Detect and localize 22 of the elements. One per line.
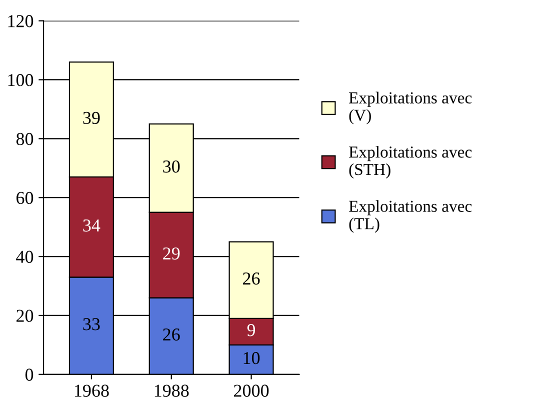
data-label: 9 [247, 324, 256, 336]
data-label: 30 [163, 160, 180, 173]
y-tick-label: 0 [25, 368, 34, 381]
x-tick-label: 1968 [74, 384, 109, 397]
y-tick-label: 120 [8, 15, 34, 28]
data-label: 34 [83, 219, 100, 232]
legend-label: Exploitations avec (STH) [349, 146, 472, 179]
y-tick-label: 20 [16, 310, 34, 322]
x-tick-label: 1988 [154, 384, 189, 397]
legend-label: Exploitations avec (TL) [349, 200, 472, 233]
legend-label: Exploitations avec (V) [349, 92, 472, 124]
data-label: 26 [163, 328, 180, 341]
y-tick-label: 80 [16, 132, 34, 146]
data-label: 39 [83, 112, 100, 124]
y-tick-label: 100 [8, 74, 34, 86]
data-label: 29 [163, 247, 180, 260]
data-label: 26 [243, 272, 260, 285]
x-tick-label: 2000 [234, 384, 269, 397]
y-tick-label: 60 [16, 192, 34, 204]
data-label: 10 [244, 352, 260, 364]
y-tick-label: 40 [16, 250, 34, 263]
data-label: 33 [83, 318, 100, 330]
